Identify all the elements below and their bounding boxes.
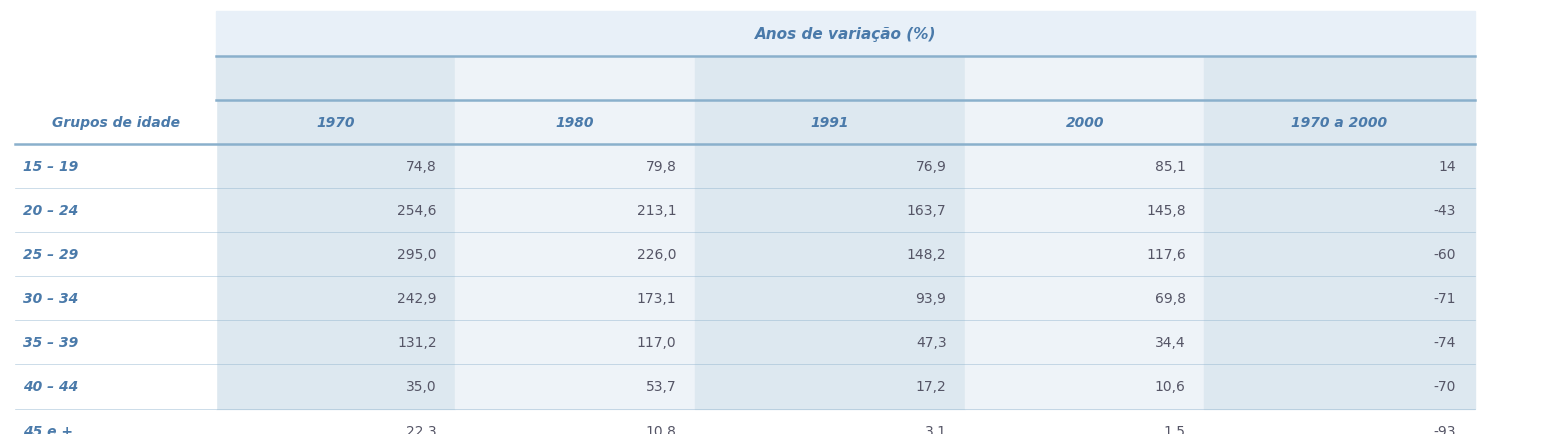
Text: 34,4: 34,4: [1155, 335, 1186, 349]
Text: 213,1: 213,1: [636, 204, 676, 217]
Text: 35 – 39: 35 – 39: [23, 335, 79, 349]
Text: 1980: 1980: [556, 115, 594, 129]
Text: 30 – 34: 30 – 34: [23, 292, 79, 306]
Text: 10,6: 10,6: [1155, 380, 1186, 394]
Text: -60: -60: [1433, 247, 1456, 261]
Text: 226,0: 226,0: [636, 247, 676, 261]
Text: 25 – 29: 25 – 29: [23, 247, 79, 261]
Text: 163,7: 163,7: [906, 204, 946, 217]
Text: 10,8: 10,8: [645, 424, 676, 434]
Text: 47,3: 47,3: [916, 335, 946, 349]
Text: 85,1: 85,1: [1155, 159, 1186, 174]
Text: 79,8: 79,8: [645, 159, 676, 174]
Text: 69,8: 69,8: [1155, 292, 1186, 306]
Text: -93: -93: [1433, 424, 1456, 434]
Text: -70: -70: [1434, 380, 1456, 394]
Text: 20 – 24: 20 – 24: [23, 204, 79, 217]
Text: Anos de variação (%): Anos de variação (%): [755, 27, 936, 42]
Text: Grupos de idade: Grupos de idade: [52, 115, 179, 129]
Text: 1,5: 1,5: [1164, 424, 1186, 434]
Text: 93,9: 93,9: [916, 292, 946, 306]
Text: -43: -43: [1434, 204, 1456, 217]
Text: 1970 a 2000: 1970 a 2000: [1291, 115, 1388, 129]
Text: -74: -74: [1434, 335, 1456, 349]
Text: 14: 14: [1439, 159, 1456, 174]
Text: 17,2: 17,2: [916, 380, 946, 394]
Text: 76,9: 76,9: [916, 159, 946, 174]
Text: 117,6: 117,6: [1146, 247, 1186, 261]
Text: 74,8: 74,8: [406, 159, 437, 174]
Text: 254,6: 254,6: [397, 204, 437, 217]
Text: 2000: 2000: [1065, 115, 1104, 129]
Text: 1970: 1970: [317, 115, 355, 129]
Text: 15 – 19: 15 – 19: [23, 159, 79, 174]
Text: 295,0: 295,0: [397, 247, 437, 261]
Text: 40 – 44: 40 – 44: [23, 380, 79, 394]
Text: 45 e +: 45 e +: [23, 424, 73, 434]
Text: 3,1: 3,1: [925, 424, 946, 434]
Text: 1991: 1991: [811, 115, 849, 129]
Text: 148,2: 148,2: [906, 247, 946, 261]
Text: 242,9: 242,9: [397, 292, 437, 306]
Text: 117,0: 117,0: [636, 335, 676, 349]
Text: 131,2: 131,2: [397, 335, 437, 349]
Text: 173,1: 173,1: [636, 292, 676, 306]
Text: -71: -71: [1433, 292, 1456, 306]
Text: 145,8: 145,8: [1146, 204, 1186, 217]
Text: 53,7: 53,7: [645, 380, 676, 394]
Text: 22,3: 22,3: [406, 424, 437, 434]
Text: 35,0: 35,0: [406, 380, 437, 394]
